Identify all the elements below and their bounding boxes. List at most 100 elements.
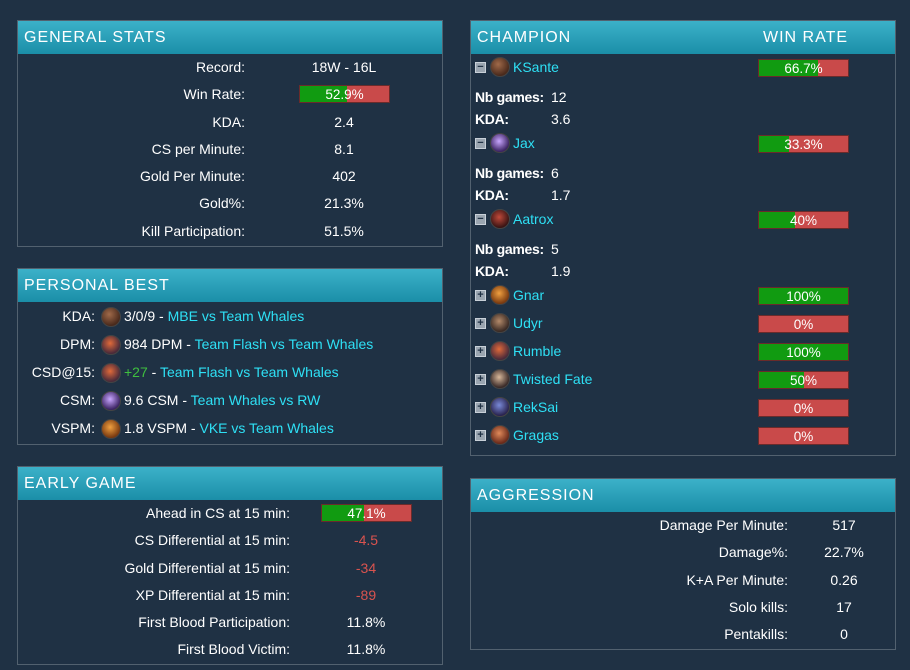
personal-best-header: PERSONAL BEST — [18, 269, 442, 302]
expand-icon[interactable]: + — [475, 317, 486, 329]
reksai-icon — [490, 397, 510, 417]
stat-label: KDA: — [212, 113, 245, 130]
early-game-body: Ahead in CS at 15 min: 47.1% CS Differenti… — [18, 500, 442, 664]
winrate-bar-fill — [759, 288, 848, 304]
match-link[interactable]: MBE vs Team Whales — [167, 308, 305, 324]
rumble-icon — [101, 363, 121, 384]
nb-games-value: 12 — [551, 89, 567, 105]
aggression-label: Damage%: — [718, 544, 788, 561]
early-game-value: 11.8% — [346, 614, 386, 631]
collapse-icon[interactable]: − — [475, 61, 486, 73]
early-game-value: -4.5 — [353, 532, 379, 549]
champion-name-link[interactable]: Twisted Fate — [513, 371, 593, 387]
champion-column-header[interactable]: CHAMPION — [477, 29, 572, 46]
separator: - — [182, 336, 195, 352]
winrate-bar: 50% — [758, 371, 849, 389]
champion-name-cell: + Gragas — [475, 425, 559, 445]
champion-name-link[interactable]: Jax — [513, 135, 535, 151]
champion-name-cell: − Aatrox — [475, 209, 553, 229]
personal-best-body: KDA: 3/0/9 - MBE vs Team Whales DPM: 984 DP… — [18, 302, 442, 442]
aggression-row: Damage%: 22.7% — [471, 539, 895, 566]
winrate-bar-text: 100% — [786, 289, 821, 304]
collapse-icon[interactable]: − — [475, 213, 486, 225]
stat-row: Gold%: 21.3% — [18, 190, 442, 217]
champion-name-cell: − Jax — [475, 133, 535, 153]
winrate-bar-fill — [759, 136, 789, 152]
aggression-row: Pentakills: 0 — [471, 621, 895, 648]
champion-name-cell: − KSante — [475, 57, 559, 77]
winrate-bar-fill — [759, 372, 804, 388]
early-game-value: 11.8% — [346, 641, 386, 658]
champion-kda-row: KDA: 1.9 — [471, 260, 895, 282]
aggression-row: K+A Per Minute: 0.26 — [471, 567, 895, 594]
stat-row: Gold Per Minute: 402 — [18, 163, 442, 190]
collapse-icon[interactable]: − — [475, 137, 486, 149]
champion-name-cell: + Gnar — [475, 285, 544, 305]
stat-label: Win Rate: — [183, 86, 245, 103]
early-game-row: First Blood Victim: 11.8% — [18, 636, 442, 663]
personal-best-row: KDA: 3/0/9 - MBE vs Team Whales — [18, 302, 442, 330]
expand-icon[interactable]: + — [475, 289, 486, 301]
match-link[interactable]: VKE vs Team Whales — [199, 420, 334, 436]
personal-best-label: CSM: — [60, 392, 95, 408]
champion-nb-games-row: Nb games: 5 — [471, 238, 895, 260]
nb-games-label: Nb games: — [475, 165, 544, 181]
winrate-bar: 0% — [758, 399, 849, 417]
aggression-row: Damage Per Minute: 517 — [471, 512, 895, 539]
winrate-bar: 40% — [758, 211, 849, 229]
kda-value: 3.6 — [551, 111, 571, 127]
jax-icon — [490, 133, 510, 153]
ksante-icon — [101, 307, 121, 328]
match-link[interactable]: Team Flash vs Team Whales — [159, 364, 339, 380]
winrate-bar-text: 0% — [793, 317, 814, 332]
aggression-header: AGGRESSION — [471, 479, 895, 512]
champion-name-link[interactable]: Rumble — [513, 343, 562, 359]
champion-name-cell: + Udyr — [475, 313, 543, 333]
winrate-bar-text: 0% — [793, 429, 814, 444]
separator: - — [147, 364, 160, 380]
twisted-fate-icon — [490, 369, 510, 389]
champion-name-cell: + Rumble — [475, 341, 561, 361]
winrate-bar-text: 47.1% — [347, 506, 386, 521]
personal-best-row: CSD@15: +27 - Team Flash vs Team Whales — [18, 358, 442, 386]
early-game-value: -89 — [355, 586, 377, 603]
personal-best-value: 984 DPM — [124, 336, 183, 352]
personal-best-value: 3/0/9 — [124, 308, 156, 324]
personal-best-label: KDA: — [62, 308, 95, 324]
winrate-bar: 0% — [758, 427, 849, 445]
winrate-bar-text: 0% — [793, 401, 814, 416]
early-game-value: -34 — [355, 559, 377, 576]
match-link[interactable]: Team Whales vs RW — [190, 392, 321, 408]
champion-name-link[interactable]: RekSai — [513, 399, 559, 415]
expand-icon[interactable]: + — [475, 345, 486, 357]
ksante-icon — [490, 57, 510, 77]
gnar-icon — [101, 419, 121, 440]
champion-kda-row: KDA: 1.7 — [471, 184, 895, 206]
aggression-panel: AGGRESSION Damage Per Minute: 517 Damage%:… — [470, 478, 896, 650]
aggression-label: K+A Per Minute: — [686, 571, 788, 588]
champion-name-link[interactable]: KSante — [513, 59, 559, 75]
early-game-label: Gold Differential at 15 min: — [124, 559, 291, 576]
early-game-label: CS Differential at 15 min: — [134, 532, 290, 549]
gnar-icon — [490, 285, 510, 305]
expand-icon[interactable]: + — [475, 401, 486, 413]
kda-label: KDA: — [475, 263, 509, 279]
champion-row: + Udyr 0% — [471, 310, 895, 338]
champion-name-link[interactable]: Gnar — [513, 287, 545, 303]
kda-label: KDA: — [475, 111, 509, 127]
match-link[interactable]: Team Flash vs Team Whales — [194, 336, 374, 352]
aggression-value: 0 — [840, 626, 848, 643]
champion-name-link[interactable]: Gragas — [513, 427, 559, 443]
aggression-value: 517 — [832, 517, 856, 533]
stat-value: 8.1 — [334, 140, 354, 157]
nb-games-value: 5 — [551, 241, 559, 257]
expand-icon[interactable]: + — [475, 373, 486, 385]
expand-icon[interactable]: + — [475, 429, 486, 441]
winrate-column-header[interactable]: WIN RATE — [763, 29, 849, 46]
champion-name-link[interactable]: Udyr — [513, 315, 543, 331]
champion-name-link[interactable]: Aatrox — [513, 211, 554, 227]
winrate-bar-text: 52.9% — [325, 87, 364, 103]
stat-value: 21.3% — [324, 195, 364, 212]
nb-games-label: Nb games: — [475, 241, 544, 257]
aggression-label: Pentakills: — [724, 626, 788, 643]
